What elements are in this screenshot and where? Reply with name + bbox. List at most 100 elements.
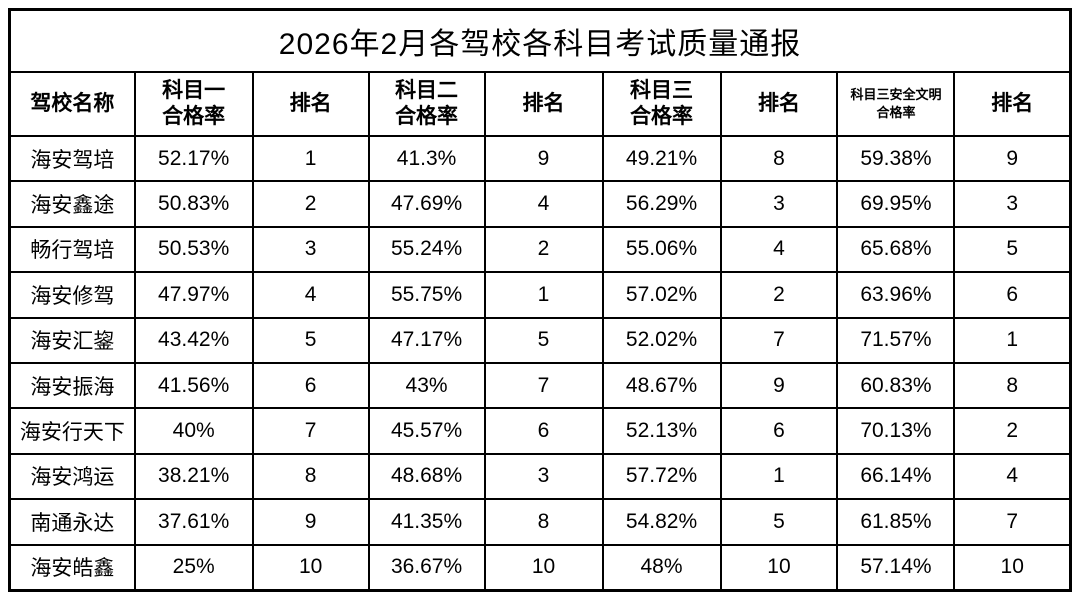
pass-rate-cell: 38.21% xyxy=(133,452,254,501)
header-text: 科目三 xyxy=(630,78,693,102)
school-name-cell: 海安振海 xyxy=(8,361,136,410)
table-row: 海安皓鑫 25% 10 36.67% 10 48% 10 57.14% 10 xyxy=(8,543,1072,592)
school-name-cell: 海安修驾 xyxy=(8,271,136,319)
pass-rate-cell: 47.17% xyxy=(367,316,486,364)
header-text: 排名 xyxy=(522,91,565,115)
rank-cell: 10 xyxy=(483,543,604,592)
rank-cell: 5 xyxy=(953,225,1072,274)
rank-cell: 10 xyxy=(953,543,1072,592)
rank-cell: 2 xyxy=(719,271,839,319)
rank-cell: 4 xyxy=(953,452,1072,501)
pass-rate-cell: 43% xyxy=(367,361,486,410)
table-row: 海安鑫途 50.83% 2 47.69% 4 56.29% 3 69.95% 3 xyxy=(8,180,1072,228)
col-header-subject3-pass-rate: 科目三 合格率 xyxy=(601,71,722,137)
rank-cell: 3 xyxy=(483,452,604,501)
rank-cell: 2 xyxy=(953,407,1072,455)
school-name-cell: 畅行驾培 xyxy=(8,225,136,274)
school-name-cell: 海安皓鑫 xyxy=(8,543,136,592)
rank-cell: 8 xyxy=(719,134,839,183)
table-row: 海安驾培 52.17% 1 41.3% 9 49.21% 8 59.38% 9 xyxy=(8,134,1072,183)
rank-cell: 1 xyxy=(483,271,604,319)
header-row: 驾校名称 科目一 合格率 排名 科目二 合格率 排名 xyxy=(8,71,1072,137)
rank-cell: 10 xyxy=(719,543,839,592)
col-header-subject3-rank: 排名 xyxy=(719,71,839,137)
table-row: 海安鸿运 38.21% 8 48.68% 3 57.72% 1 66.14% 4 xyxy=(8,452,1072,501)
pass-rate-cell: 37.61% xyxy=(133,498,254,546)
pass-rate-cell: 65.68% xyxy=(836,225,956,274)
header-text: 排名 xyxy=(991,91,1034,115)
header-text: 合格率 xyxy=(395,105,459,128)
pass-rate-cell: 71.57% xyxy=(836,316,956,364)
pass-rate-cell: 59.38% xyxy=(836,134,956,183)
rank-cell: 9 xyxy=(483,134,604,183)
rank-cell: 6 xyxy=(953,271,1072,319)
pass-rate-cell: 48.67% xyxy=(601,361,722,410)
pass-rate-cell: 55.24% xyxy=(367,225,486,274)
col-header-safety-civility-rank: 排名 xyxy=(953,71,1072,137)
table-body: 海安驾培 52.17% 1 41.3% 9 49.21% 8 59.38% 9 海安鑫途 50.83… xyxy=(8,134,1072,592)
rank-cell: 7 xyxy=(483,361,604,410)
header-text: 合格率 xyxy=(162,105,226,128)
table-row: 畅行驾培 50.53% 3 55.24% 2 55.06% 4 65.68% 5 xyxy=(8,225,1072,274)
pass-rate-cell: 40% xyxy=(133,407,254,455)
school-name-cell: 海安驾培 xyxy=(8,134,136,183)
pass-rate-cell: 57.72% xyxy=(601,452,722,501)
pass-rate-cell: 57.14% xyxy=(836,543,956,592)
col-header-subject2-rank: 排名 xyxy=(483,71,604,137)
rank-cell: 2 xyxy=(483,225,604,274)
col-header-school-name: 驾校名称 xyxy=(8,71,136,137)
header-text: 驾校名称 xyxy=(30,91,115,115)
rank-cell: 3 xyxy=(953,180,1072,228)
rank-cell: 5 xyxy=(483,316,604,364)
pass-rate-cell: 69.95% xyxy=(836,180,956,228)
rank-cell: 7 xyxy=(719,316,839,364)
rank-cell: 9 xyxy=(719,361,839,410)
school-name-cell: 海安鸿运 xyxy=(8,452,136,501)
rank-cell: 1 xyxy=(719,452,839,501)
rank-cell: 2 xyxy=(251,180,370,228)
rank-cell: 1 xyxy=(251,134,370,183)
pass-rate-cell: 52.02% xyxy=(601,316,722,364)
col-header-subject1-rank: 排名 xyxy=(251,71,370,137)
rank-cell: 4 xyxy=(251,271,370,319)
school-name-cell: 海安汇鋆 xyxy=(8,316,136,364)
rank-cell: 9 xyxy=(251,498,370,546)
pass-rate-cell: 55.06% xyxy=(601,225,722,274)
pass-rate-cell: 41.35% xyxy=(367,498,486,546)
pass-rate-cell: 41.56% xyxy=(133,361,254,410)
header-text: 排名 xyxy=(289,91,332,115)
col-header-subject1-pass-rate: 科目一 合格率 xyxy=(133,71,254,137)
pass-rate-cell: 43.42% xyxy=(133,316,254,364)
table-row: 海安振海 41.56% 6 43% 7 48.67% 9 60.83% 8 xyxy=(8,361,1072,410)
rank-cell: 6 xyxy=(719,407,839,455)
header-text: 科目二 xyxy=(395,78,459,102)
rank-cell: 4 xyxy=(719,225,839,274)
pass-rate-cell: 47.69% xyxy=(367,180,486,228)
table-row: 海安行天下 40% 7 45.57% 6 52.13% 6 70.13% 2 xyxy=(8,407,1072,455)
pass-rate-cell: 48.68% xyxy=(367,452,486,501)
pass-rate-cell: 48% xyxy=(601,543,722,592)
title-row: 2026年2月各驾校各科目考试质量通报 xyxy=(8,8,1072,73)
pass-rate-cell: 66.14% xyxy=(836,452,956,501)
exam-quality-report: 2026年2月各驾校各科目考试质量通报 驾校名称 科目一 合格率 排名 科目二 … xyxy=(8,8,1072,592)
rank-cell: 5 xyxy=(719,498,839,546)
pass-rate-cell: 52.17% xyxy=(133,134,254,183)
pass-rate-cell: 61.85% xyxy=(836,498,956,546)
header-text: 合格率 xyxy=(876,105,916,120)
header-text: 排名 xyxy=(757,91,800,115)
rank-cell: 7 xyxy=(251,407,370,455)
rank-cell: 4 xyxy=(483,180,604,228)
school-name-cell: 海安行天下 xyxy=(8,407,136,455)
rank-cell: 9 xyxy=(953,134,1072,183)
school-name-cell: 南通永达 xyxy=(8,498,136,546)
pass-rate-cell: 56.29% xyxy=(601,180,722,228)
rank-cell: 8 xyxy=(251,452,370,501)
rank-cell: 8 xyxy=(483,498,604,546)
rank-cell: 10 xyxy=(251,543,370,592)
pass-rate-cell: 36.67% xyxy=(367,543,486,592)
rank-cell: 6 xyxy=(251,361,370,410)
table-row: 海安汇鋆 43.42% 5 47.17% 5 52.02% 7 71.57% 1 xyxy=(8,316,1072,364)
pass-rate-cell: 41.3% xyxy=(367,134,486,183)
rank-cell: 8 xyxy=(953,361,1072,410)
rank-cell: 3 xyxy=(251,225,370,274)
